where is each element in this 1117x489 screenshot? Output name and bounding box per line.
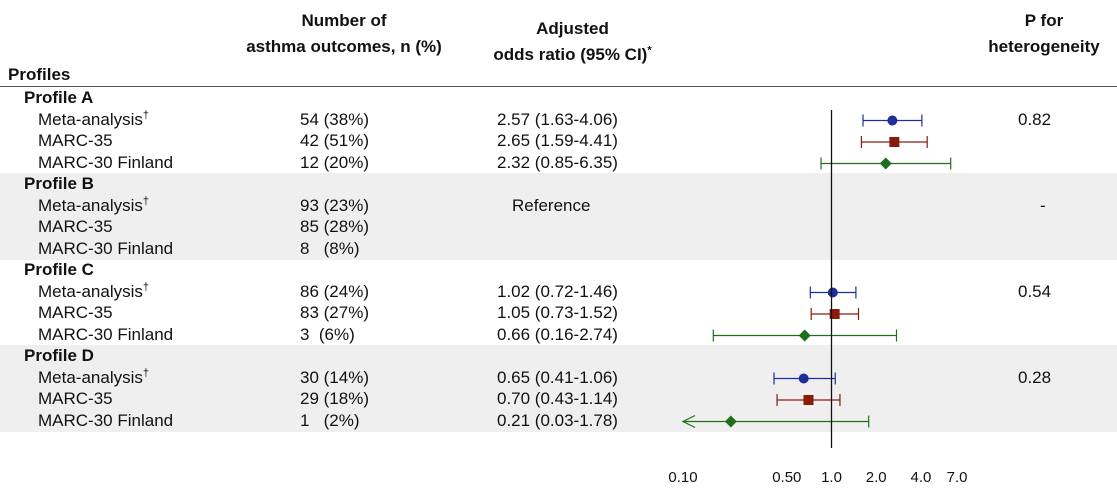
point-circle — [798, 373, 809, 384]
profile-group-label: Profile C — [24, 260, 94, 279]
shaded-band — [0, 345, 1117, 432]
row-label-text: Meta-analysis — [38, 109, 143, 129]
point-circle — [887, 115, 898, 126]
row-label: MARC-35 — [38, 217, 113, 237]
p-heterogeneity-value: - — [1040, 195, 1046, 215]
outcome-count: 42 (51%) — [300, 131, 369, 150]
outcome-count: 83 (27%) — [300, 303, 369, 322]
p-heterogeneity-value: 0.82 — [1018, 109, 1052, 129]
row-label: MARC-30 Finland — [38, 239, 173, 259]
outcome-count: 30 (14%) — [300, 367, 369, 387]
x-tick-label: 2.0 — [865, 469, 887, 486]
p-header-line1: P for — [1024, 11, 1064, 30]
odds-ratio-text: 1.05 (0.73-1.52) — [497, 303, 618, 322]
outcome-count: 54 (38%) — [300, 109, 369, 129]
row-label-text: Meta-analysis — [38, 367, 143, 387]
row-label: MARC-35 — [38, 389, 113, 409]
row-label-text: MARC-30 Finland — [38, 324, 174, 344]
x-tick-label: 0.50 — [772, 469, 802, 486]
row-label-text: MARC-30 Finland — [38, 410, 174, 430]
x-tick-label: 0.10 — [668, 469, 698, 486]
header-divider — [0, 86, 1117, 87]
dagger-mark: † — [142, 108, 149, 121]
p-heterogeneity-value: 0.54 — [1018, 281, 1052, 301]
or-header-line1: Adjusted — [536, 19, 609, 38]
or-header: Adjusted odds ratio (95% CI)* — [470, 16, 675, 68]
x-tick-label: 1.0 — [821, 469, 842, 486]
or-header-footnote-mark: * — [647, 44, 652, 57]
point-diamond — [724, 415, 737, 428]
point-square — [829, 309, 840, 319]
p-header: P for heterogeneity — [974, 8, 1114, 60]
point-diamond — [879, 157, 892, 170]
row-label: Meta-analysis† — [38, 194, 149, 216]
outcomes-header-line1: Number of — [301, 11, 387, 30]
outcome-count: 1 (2%) — [300, 410, 360, 430]
ci-arrow-left — [681, 414, 696, 429]
outcomes-header: Number of asthma outcomes, n (%) — [228, 8, 460, 60]
row-label-text: Meta-analysis — [38, 195, 143, 215]
point-square — [889, 137, 900, 147]
row-label: MARC-35 — [38, 303, 113, 323]
row-label-text: MARC-35 — [38, 217, 113, 236]
outcome-count: 93 (23%) — [300, 195, 369, 215]
outcomes-header-line2: asthma outcomes, n (%) — [246, 37, 442, 56]
dagger-mark: † — [142, 366, 149, 379]
p-header-line2: heterogeneity — [988, 37, 1100, 56]
outcome-count: 3 (6%) — [300, 324, 355, 344]
outcome-count: 12 (20%) — [300, 152, 369, 172]
row-label: Meta-analysis† — [38, 280, 149, 302]
odds-ratio-text: 0.70 (0.43-1.14) — [497, 389, 618, 408]
x-tick-label: 4.0 — [910, 469, 932, 486]
odds-ratio-text: Reference — [512, 195, 591, 215]
row-label: MARC-30 Finland — [38, 153, 173, 173]
outcome-count: 86 (24%) — [300, 281, 369, 301]
row-label-text: MARC-35 — [38, 389, 113, 408]
profile-group-label: Profile B — [24, 174, 94, 193]
or-header-line2: odds ratio (95% CI)* — [493, 44, 652, 64]
row-label-text: Meta-analysis — [38, 281, 143, 301]
p-heterogeneity-value: 0.28 — [1018, 367, 1052, 387]
outcome-count: 85 (28%) — [300, 217, 369, 236]
odds-ratio-text: 0.66 (0.16-2.74) — [497, 324, 618, 344]
row-label-text: MARC-35 — [38, 131, 113, 150]
point-circle — [827, 287, 838, 298]
x-tick-label: 7.0 — [946, 469, 968, 486]
row-label: MARC-30 Finland — [38, 325, 173, 345]
row-label: MARC-35 — [38, 131, 113, 151]
row-label-text: MARC-30 Finland — [38, 152, 174, 172]
odds-ratio-text: 0.21 (0.03-1.78) — [497, 410, 618, 430]
profiles-header: Profiles — [8, 65, 71, 84]
odds-ratio-text: 0.65 (0.41-1.06) — [497, 367, 618, 387]
odds-ratio-text: 2.57 (1.63-4.06) — [497, 109, 618, 129]
point-square — [803, 395, 814, 405]
profile-group-label: Profile A — [24, 88, 94, 107]
row-label-text: MARC-35 — [38, 303, 113, 322]
dagger-mark: † — [142, 194, 149, 207]
profile-group-label: Profile D — [24, 346, 94, 365]
row-label-text: MARC-30 Finland — [38, 238, 174, 258]
odds-ratio-text: 2.65 (1.59-4.41) — [497, 131, 618, 150]
odds-ratio-text: 1.02 (0.72-1.46) — [497, 281, 618, 301]
shaded-band — [0, 173, 1117, 260]
outcome-count: 8 (8%) — [300, 238, 360, 258]
outcome-count: 29 (18%) — [300, 389, 369, 408]
row-label: Meta-analysis† — [38, 108, 149, 130]
point-diamond — [798, 329, 811, 342]
row-label: MARC-30 Finland — [38, 411, 173, 431]
row-label: Meta-analysis† — [38, 366, 149, 388]
odds-ratio-text: 2.32 (0.85-6.35) — [497, 152, 618, 172]
dagger-mark: † — [142, 280, 149, 293]
